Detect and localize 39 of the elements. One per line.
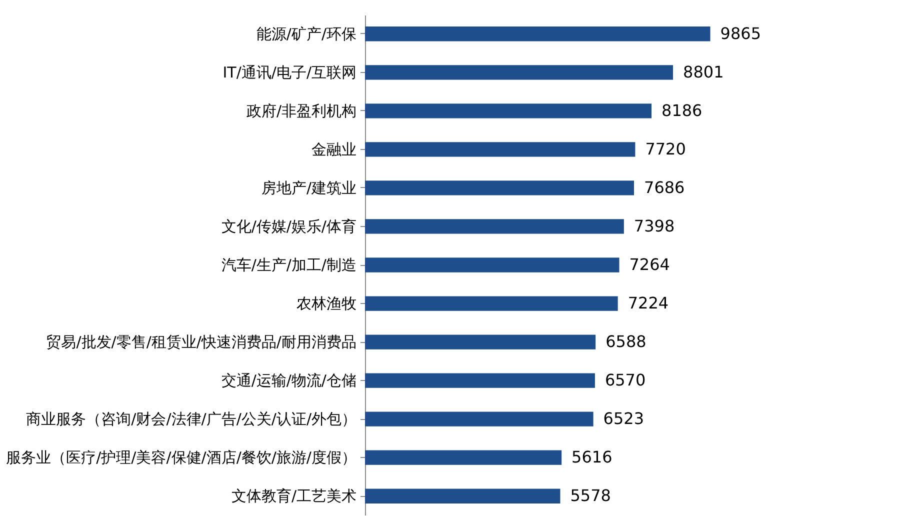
- data-label: 7398: [634, 216, 675, 236]
- data-label: 8801: [683, 62, 724, 82]
- data-label: 9865: [720, 24, 761, 43]
- y-tick-label: 文体教育/工艺美术: [231, 487, 356, 506]
- data-label: 6570: [604, 370, 646, 390]
- bar: [365, 26, 710, 42]
- data-label: 7720: [645, 139, 686, 158]
- y-tick-label: 服务业（医疗/护理/美容/保健/酒店/餐饮/旅游/度假）: [6, 448, 356, 467]
- y-tick-label: 金融业: [312, 140, 356, 158]
- bar: [365, 373, 595, 388]
- data-label: 5578: [570, 486, 611, 506]
- bar: [365, 65, 674, 80]
- y-tick-label: 交通/运输/物流/仓储: [221, 372, 356, 390]
- data-label: 7224: [628, 294, 669, 313]
- data-label: 6523: [603, 409, 644, 428]
- y-tick-label: 能源/矿产/环保: [256, 24, 356, 43]
- data-label: 5616: [572, 448, 612, 467]
- bar: [365, 296, 618, 311]
- y-tick-label: 农林渔牧: [296, 294, 356, 313]
- y-tick-label: 文化/传媒/娱乐/体育: [221, 217, 356, 236]
- bar: [365, 104, 652, 118]
- bar: [365, 258, 620, 272]
- y-tick-label: 商业服务（咨询/财会/法律/广告/公关/认证/外包）: [26, 410, 356, 428]
- bar: [365, 450, 562, 465]
- y-tick-label: 汽车/生产/加工/制造: [221, 256, 356, 274]
- bar: [365, 412, 594, 426]
- bar: [365, 180, 634, 196]
- y-tick-label: 贸易/批发/零售/租赁业/快速消费品/耐用消费品: [46, 333, 356, 352]
- data-label: 7686: [644, 178, 685, 197]
- data-label: 7264: [629, 255, 670, 274]
- bar: [365, 142, 636, 157]
- bar: [365, 219, 624, 234]
- y-tick-label: IT/通讯/电子/互联网: [222, 63, 356, 82]
- y-tick-label: 政府/非盈利机构: [246, 102, 356, 120]
- bar: [365, 488, 560, 504]
- data-label: 6588: [606, 332, 646, 352]
- bar: [365, 334, 596, 350]
- data-label: 8186: [662, 100, 702, 120]
- y-tick-label: 房地产/建筑业: [261, 178, 356, 197]
